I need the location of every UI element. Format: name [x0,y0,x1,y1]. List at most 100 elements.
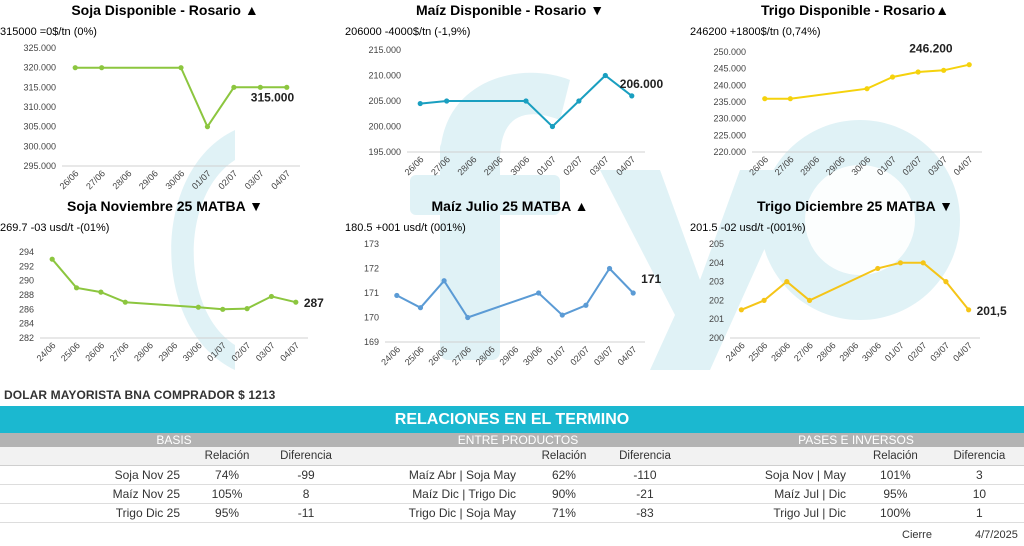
y-tick-label: 204 [709,258,724,268]
x-tick-label: 03/07 [588,154,611,177]
x-tick-label: 02/07 [561,154,584,177]
data-point [98,289,104,295]
y-tick-label: 195.000 [368,147,401,157]
x-tick-label: 26/06 [747,154,770,177]
chart-soja-disponible: Soja Disponible - Rosario ▲ 315000 =0$/t… [0,2,330,192]
y-tick-label: 325.000 [23,43,56,53]
series-line [764,63,970,100]
x-tick-label: 26/06 [427,344,450,367]
chart-trigo-matba: Trigo Diciembre 25 MATBA ▼ 201.5 -02 usd… [690,198,1020,388]
x-tick-label: 30/06 [521,344,544,367]
y-tick-label: 292 [19,261,34,271]
data-point [444,98,450,104]
table-row: Maíz Dic | Trigo Dic 90% -21 [348,484,688,504]
y-tick-label: 305.000 [23,122,56,132]
y-tick-label: 205.000 [368,96,401,106]
data-point [559,312,565,318]
data-point [178,65,184,71]
y-tick-label: 203 [709,277,724,287]
x-tick-label: 01/07 [205,340,228,363]
x-tick-label: 04/07 [278,340,301,363]
basis-table: BASIS Relación Diferencia Soja Nov 25 74% -… [0,433,348,523]
x-tick-label: 25/06 [59,340,82,363]
table-row: Maíz Abr | Soja May 62% -110 [348,465,688,485]
x-tick-label: 28/06 [111,168,134,191]
y-tick-label: 288 [19,290,34,300]
data-point [417,100,423,107]
entre-productos-table: ENTRE PRODUCTOS Relación Diferencia Maíz … [348,433,688,523]
data-point [72,65,78,71]
x-tick-label: 02/07 [568,344,591,367]
data-point [630,290,636,296]
y-tick-label: 169 [364,337,379,347]
x-tick-label: 28/06 [474,344,497,367]
data-point [762,96,768,102]
y-tick-label: 286 [19,304,34,314]
data-point [606,265,613,272]
data-point [523,98,529,104]
x-tick-label: 02/07 [216,168,239,191]
header-diferencia: Diferencia [934,447,1024,466]
x-tick-label: 01/07 [875,154,898,177]
x-tick-label: 03/07 [592,344,615,367]
x-tick-label: 24/06 [35,340,58,363]
chart-trigo-disponible: Trigo Disponible - Rosario▲ 246200 +1800… [690,2,1020,192]
y-tick-label: 230.000 [713,114,746,124]
last-value-label: 201,5 [977,304,1007,318]
data-point [394,292,400,299]
data-point [966,307,972,313]
data-point [920,260,926,266]
data-point [966,62,972,68]
data-point [583,302,589,308]
data-point [738,307,744,313]
data-point [268,293,275,300]
x-tick-label: 29/06 [497,344,520,367]
chart-title: Soja Noviembre 25 MATBA ▼ [67,198,263,214]
data-point [441,278,447,284]
x-tick-label: 03/07 [254,340,277,363]
y-tick-label: 315.000 [23,82,56,92]
x-tick-label: 29/06 [837,340,860,363]
x-tick-label: 27/06 [108,340,131,363]
x-tick-label: 30/06 [508,154,531,177]
y-tick-label: 290 [19,276,34,286]
chart-title: Soja Disponible - Rosario ▲ [71,2,259,18]
y-tick-label: 171 [364,288,379,298]
x-tick-label: 26/06 [83,340,106,363]
data-point [73,285,80,291]
chart-soja-matba: Soja Noviembre 25 MATBA ▼ 269.7 -03 usd/… [0,198,330,388]
data-point [417,305,424,311]
x-tick-label: 01/07 [190,168,213,191]
y-tick-label: 205 [709,239,724,249]
header-relacion: Relación [856,447,935,466]
table-row: Maíz Jul | Dic 95% 10 [688,484,1024,504]
series-line [396,266,634,319]
data-point [293,299,299,305]
y-tick-label: 284 [19,319,34,329]
header-blank [688,447,856,466]
chart-title: Maíz Disponible - Rosario ▼ [415,2,605,18]
x-tick-label: 01/07 [535,154,558,177]
y-tick-label: 235.000 [713,97,746,107]
x-tick-label: 30/06 [860,340,883,363]
data-point [941,67,947,73]
y-tick-label: 240.000 [713,80,746,90]
x-tick-label: 27/06 [773,154,796,177]
data-point [204,124,211,130]
chart-svg: 195.000 200.000 205.000 210.000 215.000 26/06… [368,45,663,177]
x-tick-label: 01/07 [545,344,568,367]
x-tick-label: 02/07 [901,154,924,177]
table-title: PASES E INVERSOS [688,433,1024,447]
y-tick-label: 210.000 [368,71,401,81]
x-tick-label: 28/06 [798,154,821,177]
chart-subtitle: 269.7 -03 usd/t -(01%) [0,222,110,234]
header-relacion: Relación [526,447,602,466]
y-tick-label: 200 [709,333,724,343]
data-point [465,314,471,321]
table-title: ENTRE PRODUCTOS [348,433,688,447]
chart-svg: 295.000 300.000 305.000 310.000 315.000 320.0… [23,43,300,191]
x-tick-label: 30/06 [181,340,204,363]
x-tick-label: 27/06 [84,168,107,191]
table-row: Trigo Dic 25 95% -11 [0,503,348,523]
data-point [231,84,237,90]
